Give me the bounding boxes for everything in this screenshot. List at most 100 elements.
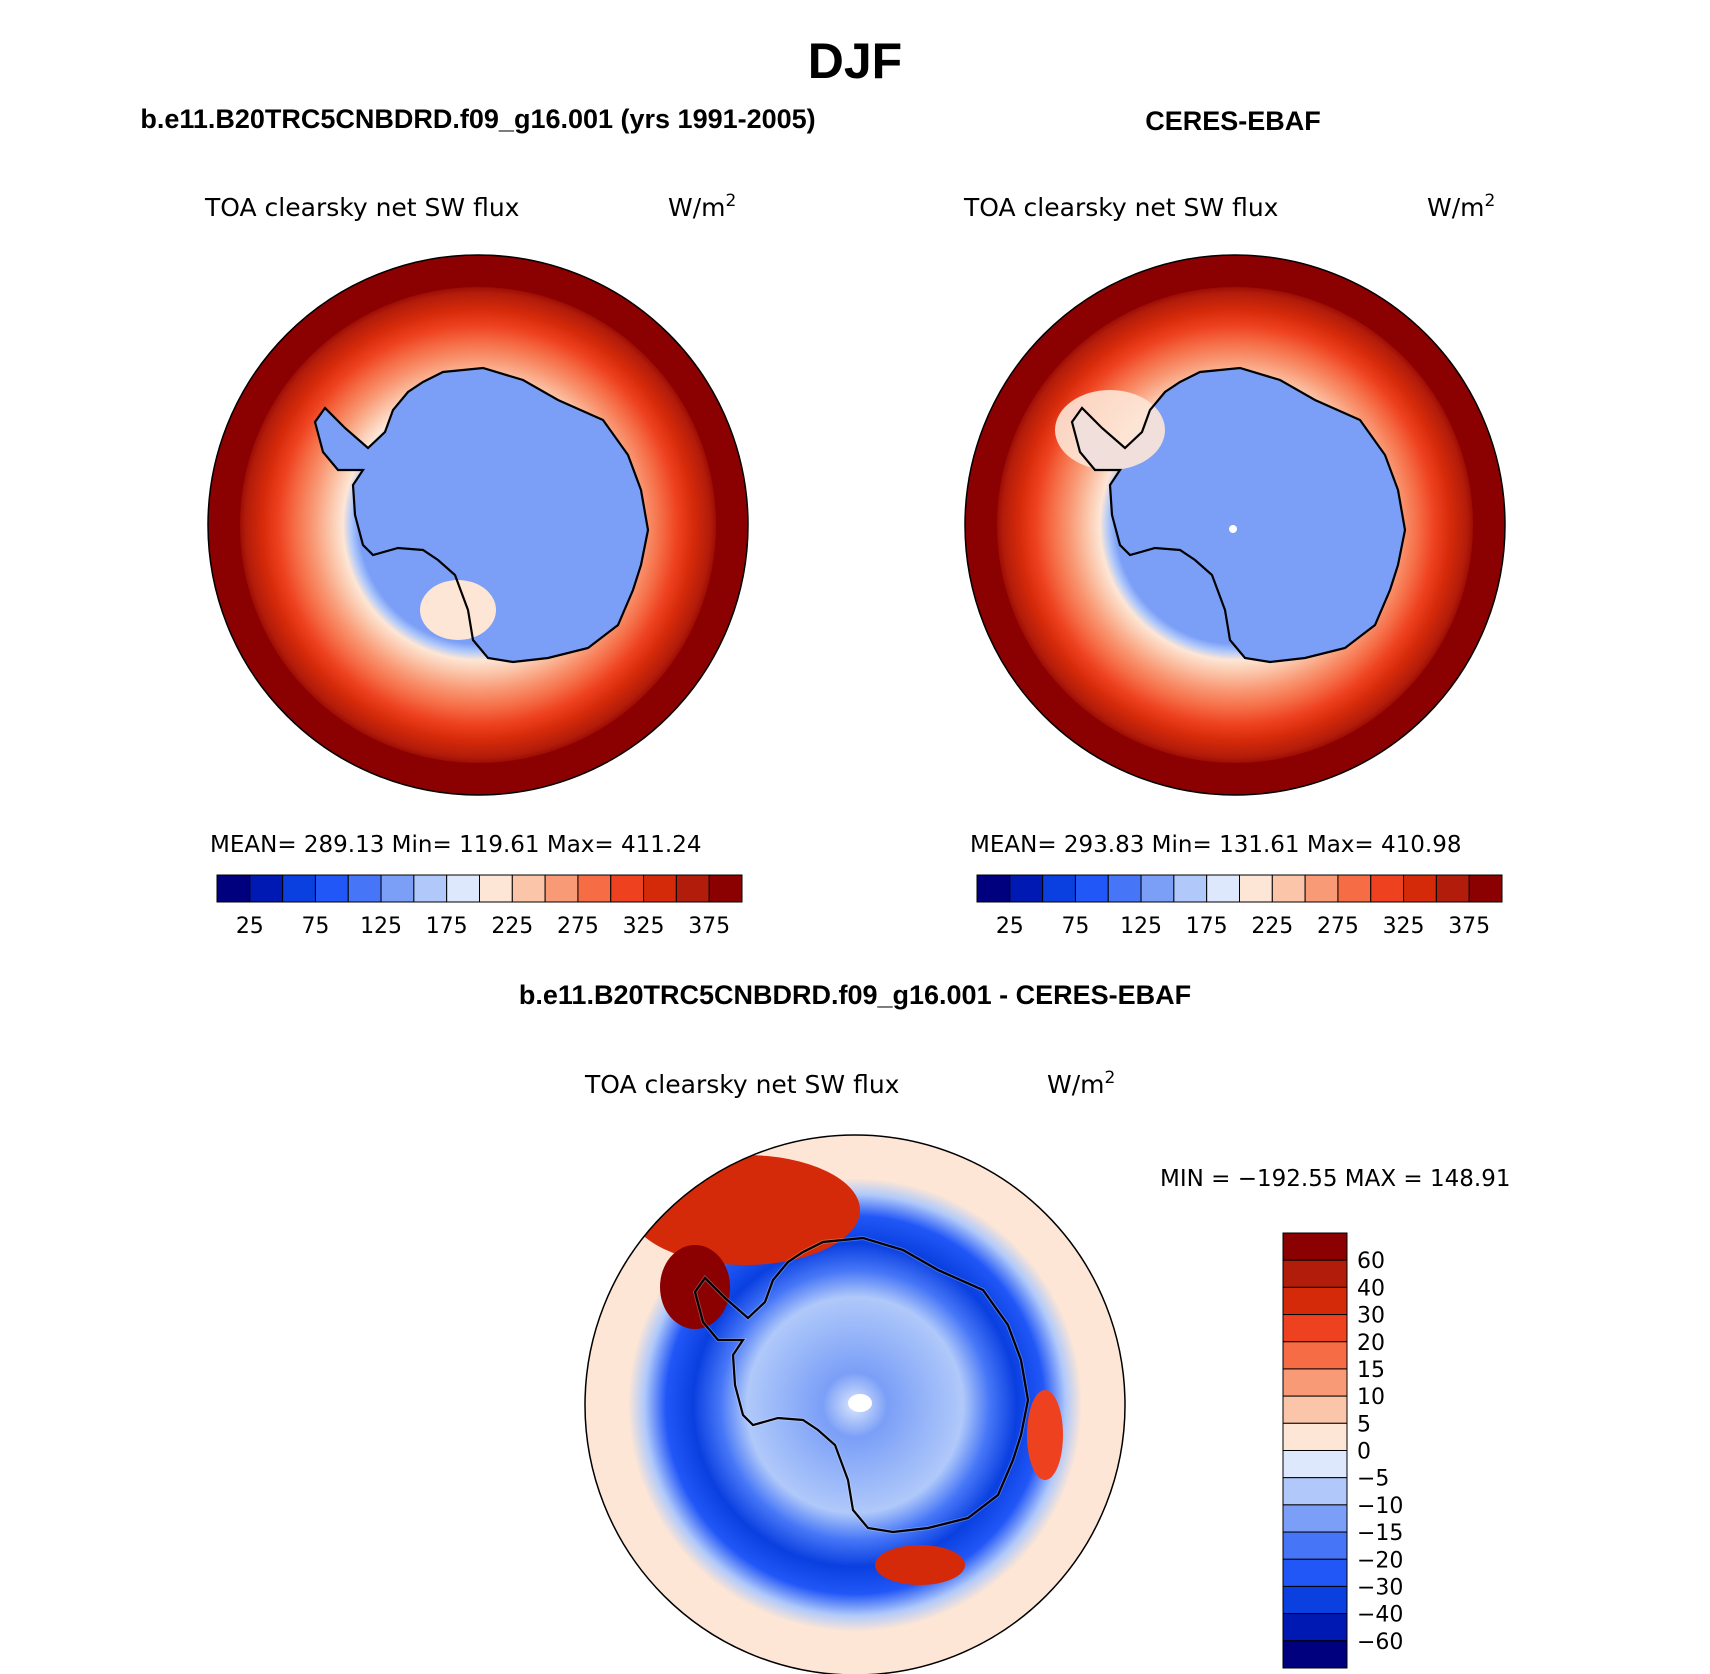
colorbar-1-swatch <box>577 874 612 903</box>
colorbar-1-swatch <box>314 874 349 903</box>
colorbar-1-tick-label: 225 <box>491 914 533 939</box>
colorbar-2-swatch <box>1173 874 1208 903</box>
colorbar-3-swatch <box>1282 1477 1348 1506</box>
colorbar-3-tick-label: −10 <box>1357 1494 1403 1519</box>
colorbar-2-swatch <box>1337 874 1372 903</box>
map-boundary-3 <box>584 1134 1126 1674</box>
colorbar-3-tick-label: −20 <box>1357 1548 1403 1573</box>
colorbar-3-swatch <box>1282 1286 1348 1316</box>
panel-units-2: W/m2 <box>1427 191 1495 222</box>
colorbar-2-swatch <box>1370 874 1405 903</box>
colorbar-1-tick-label: 325 <box>623 914 665 939</box>
stats-text-3: MIN = −192.55 MAX = 148.91 <box>1160 1166 1511 1192</box>
colorbar-3-tick-label: 5 <box>1357 1412 1371 1437</box>
colorbar-1-tick-label: 275 <box>557 914 599 939</box>
colorbar-1-swatch <box>347 874 382 903</box>
colorbar-2-swatch <box>1435 874 1470 903</box>
colorbar-3-swatch <box>1282 1504 1348 1533</box>
map-boundary-1 <box>207 254 749 796</box>
colorbar-3-tick-label: 40 <box>1357 1276 1385 1301</box>
colorbar-2-swatch <box>976 874 1011 903</box>
colorbar-1-swatch <box>708 874 743 903</box>
colorbar-2-tick-label: 25 <box>996 914 1024 939</box>
diff-positive-south <box>875 1545 965 1585</box>
colorbar-3-tick-label: 10 <box>1357 1385 1385 1410</box>
panel-heading-1: b.e11.B20TRC5CNBDRD.f09_g16.001 (yrs 199… <box>140 104 815 134</box>
colorbar-1-swatch <box>643 874 677 903</box>
map-boundary-2 <box>964 254 1506 796</box>
stats-text-2: MEAN= 293.83 Min= 131.61 Max= 410.98 <box>970 832 1461 858</box>
colorbar-1-swatch <box>282 874 316 903</box>
panel-units-3: W/m2 <box>1047 1068 1115 1099</box>
colorbar-3-tick-label: −30 <box>1357 1575 1403 1600</box>
colorbar-2-tick-label: 175 <box>1186 914 1228 939</box>
colorbar-1-tick-label: 125 <box>360 914 402 939</box>
colorbar-3-tick-label: 15 <box>1357 1358 1385 1383</box>
peninsula-anomaly-2 <box>1055 390 1165 470</box>
colorbar-1-swatch <box>216 874 251 903</box>
ocean-ring-1 <box>208 255 748 795</box>
colorbar-3-tick-label: −40 <box>1357 1603 1403 1628</box>
colorbar-1: 25 75 125 175 225 275 325 375 <box>216 874 743 939</box>
colorbar-2-swatch <box>1140 874 1175 903</box>
colorbar-3-tick-label: −15 <box>1357 1521 1403 1546</box>
figure-title: DJF <box>808 33 902 89</box>
colorbar-1-swatch <box>446 874 480 903</box>
colorbar-3-swatch <box>1282 1368 1348 1397</box>
colorbar-3-swatch <box>1282 1450 1348 1479</box>
panel-variable-3: TOA clearsky net SW flux <box>584 1070 899 1099</box>
colorbar-1-swatch <box>610 874 645 903</box>
colorbar-3-tick-label: 20 <box>1357 1331 1385 1356</box>
colorbar-2-swatch <box>1271 874 1306 903</box>
colorbar-2-swatch <box>1009 874 1044 903</box>
colorbar-2-tick-label: 375 <box>1448 914 1490 939</box>
colorbar-2-swatch <box>1074 874 1109 903</box>
panel-variable-1: TOA clearsky net SW flux <box>204 193 519 222</box>
colorbar-3-swatch <box>1282 1640 1348 1669</box>
colorbar-3-swatch <box>1282 1232 1348 1261</box>
colorbar-1-tick-label: 75 <box>301 914 329 939</box>
colorbar-1-swatch <box>675 874 710 903</box>
diff-positive-peninsula <box>660 1245 730 1329</box>
colorbar-2-tick-label: 325 <box>1383 914 1425 939</box>
colorbar-3-swatch <box>1282 1585 1348 1615</box>
ross-anomaly-1 <box>420 580 496 640</box>
colorbar-3-tick-label: 60 <box>1357 1249 1385 1274</box>
panel-variable-2: TOA clearsky net SW flux <box>963 193 1278 222</box>
colorbar-2-swatch <box>1042 874 1076 903</box>
colorbar-3-tick-label: −5 <box>1357 1467 1389 1492</box>
ocean-ring-2 <box>965 255 1505 795</box>
colorbar-1-swatch <box>413 874 448 903</box>
polar-map-1 <box>207 254 749 796</box>
polar-map-2 <box>964 254 1506 796</box>
colorbar-3-tick-label: −60 <box>1357 1630 1403 1655</box>
stats-text-1: MEAN= 289.13 Min= 119.61 Max= 411.24 <box>210 832 701 858</box>
panel-heading-2: CERES-EBAF <box>1145 106 1321 136</box>
colorbar-2-swatch <box>1239 874 1273 903</box>
colorbar-2: 25 75 125 175 225 275 325 375 <box>976 874 1503 939</box>
pole-marker-2 <box>1229 525 1237 533</box>
colorbar-2-tick-label: 75 <box>1061 914 1089 939</box>
colorbar-3-swatch <box>1282 1613 1348 1642</box>
colorbar-3-swatch <box>1282 1314 1348 1343</box>
colorbar-1-swatch <box>380 874 415 903</box>
colorbar-2-tick-label: 275 <box>1317 914 1359 939</box>
diff-positive-east <box>1027 1390 1063 1480</box>
colorbar-2-tick-label: 225 <box>1251 914 1293 939</box>
colorbar-3-swatch <box>1282 1422 1348 1451</box>
panel-heading-3: b.e11.B20TRC5CNBDRD.f09_g16.001 - CERES-… <box>519 980 1191 1010</box>
colorbar-1-swatch <box>249 874 284 903</box>
colorbar-3-swatch <box>1282 1341 1348 1370</box>
colorbar-1-tick-label: 175 <box>426 914 468 939</box>
colorbar-3-swatch <box>1282 1558 1348 1587</box>
colorbar-3-tick-label: 0 <box>1357 1440 1371 1465</box>
colorbar-2-swatch <box>1468 874 1503 903</box>
colorbar-1-tick-label: 375 <box>688 914 730 939</box>
colorbar-2-swatch <box>1206 874 1240 903</box>
colorbar-3-tick-label: 30 <box>1357 1304 1385 1329</box>
pole-marker-3 <box>848 1394 872 1412</box>
colorbar-2-swatch <box>1107 874 1142 903</box>
panel-units-1: W/m2 <box>668 191 736 222</box>
